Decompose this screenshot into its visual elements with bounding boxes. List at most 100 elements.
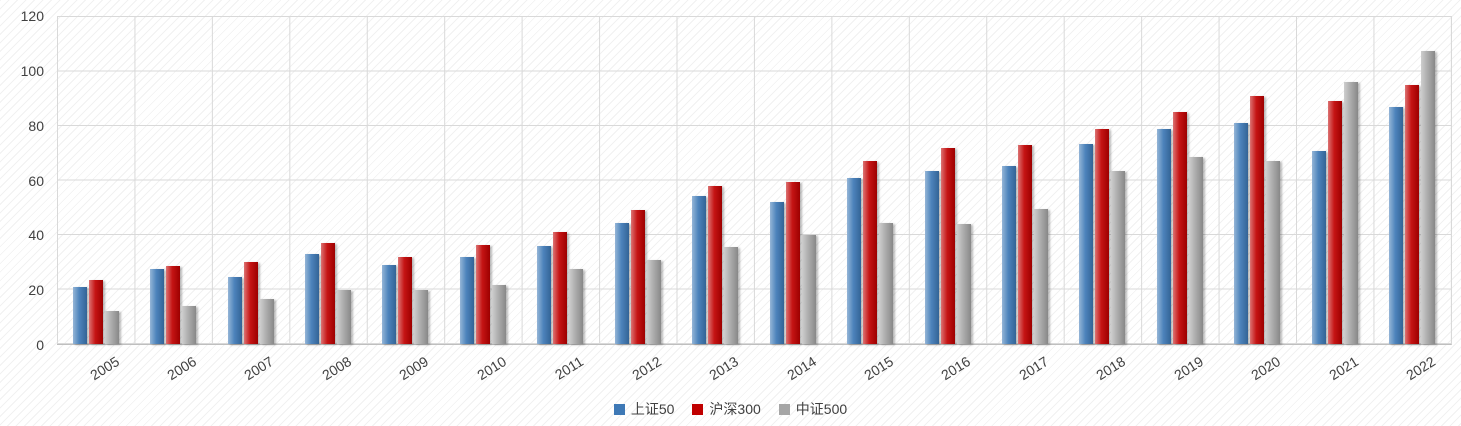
bar-series-0 — [614, 222, 629, 344]
legend-item-1: 沪深300 — [692, 399, 761, 419]
category-group: 2021 — [1296, 17, 1373, 383]
bar-series-0 — [847, 177, 862, 344]
bar-series-0 — [227, 277, 242, 344]
category-group: 2005 — [57, 17, 134, 383]
x-axis-label: 2008 — [319, 353, 354, 384]
category-group: 2014 — [754, 17, 831, 383]
legend-item-2: 中证500 — [778, 399, 848, 419]
x-axis-label: 2005 — [86, 353, 122, 384]
bar-series-2 — [956, 224, 971, 344]
category-group: 2012 — [599, 17, 676, 383]
bar-series-2 — [1188, 157, 1203, 344]
bar-series-1 — [630, 210, 645, 344]
bar-series-2 — [414, 289, 429, 344]
bar-series-0 — [537, 245, 552, 344]
category-group: 2010 — [444, 17, 521, 383]
category-group: 2019 — [1141, 17, 1218, 383]
bar-series-1 — [553, 232, 568, 344]
bar-series-2 — [1266, 161, 1281, 344]
bar-series-2 — [1421, 51, 1436, 344]
bar-series-2 — [259, 299, 274, 344]
bar-series-1 — [321, 243, 336, 344]
bar-series-2 — [646, 259, 661, 344]
x-axis-label: 2006 — [164, 353, 200, 384]
bar-series-1 — [166, 266, 181, 344]
y-axis-tick-label: 100 — [20, 62, 44, 79]
legend-item-0: 上证50 — [613, 399, 675, 419]
x-axis-label: 2010 — [473, 353, 509, 384]
bar-series-2 — [1343, 82, 1358, 344]
legend-swatch-icon — [692, 403, 704, 415]
bar-series-0 — [1311, 150, 1326, 344]
legend-swatch-icon — [613, 403, 625, 415]
legend-label: 沪深300 — [709, 401, 761, 417]
bar-series-1 — [1327, 101, 1342, 344]
legend-label: 中证500 — [795, 401, 848, 417]
y-axis-tick-label: 80 — [28, 117, 44, 134]
legend: 上证50 沪深300 中证500 — [0, 399, 1461, 419]
x-axis-label: 2019 — [1170, 353, 1206, 384]
bar-series-0 — [150, 269, 165, 344]
bar-series-0 — [459, 256, 474, 344]
y-axis-tick-label: 120 — [20, 8, 44, 24]
category-group: 2016 — [909, 17, 986, 383]
category-group: 2008 — [289, 17, 366, 383]
bar-series-0 — [924, 170, 939, 344]
bar-series-0 — [1156, 128, 1171, 344]
x-axis-label: 2015 — [861, 353, 897, 384]
bar-series-0 — [769, 202, 784, 344]
bar-series-1 — [1250, 96, 1265, 344]
y-axis-tick-label: 60 — [28, 172, 44, 189]
bar-series-1 — [398, 256, 413, 344]
x-axis-label: 2013 — [706, 353, 742, 384]
category-group: 2006 — [134, 17, 211, 383]
category-group: 2020 — [1219, 17, 1296, 383]
x-axis-label: 2011 — [552, 353, 587, 383]
x-axis-label: 2020 — [1248, 353, 1284, 384]
x-axis-label: 2014 — [783, 353, 819, 384]
bar-series-1 — [1405, 85, 1420, 344]
y-axis-tick-label: 20 — [28, 282, 44, 299]
bar-series-2 — [1033, 209, 1048, 344]
category-group: 2007 — [212, 17, 289, 383]
x-axis-label: 2007 — [241, 353, 277, 384]
x-axis-label: 2012 — [628, 353, 664, 384]
category-group: 2011 — [522, 17, 599, 383]
bar-series-0 — [382, 264, 397, 344]
y-axis: 0 20 40 60 80 100 120 — [0, 9, 50, 352]
category-group: 2017 — [986, 17, 1063, 383]
bar-series-0 — [692, 195, 707, 344]
x-axis-label: 2009 — [396, 353, 432, 384]
bar-series-1 — [88, 279, 103, 344]
bar-series-0 — [1001, 165, 1016, 344]
bar-series-1 — [1172, 112, 1187, 344]
bar-series-0 — [1079, 143, 1094, 344]
bar-series-2 — [724, 247, 739, 344]
bar-series-2 — [879, 222, 894, 344]
bar-series-0 — [1389, 106, 1404, 344]
y-axis-tick-label: 0 — [36, 337, 44, 353]
bar-series-1 — [785, 181, 800, 344]
category-group: 2013 — [677, 17, 754, 383]
x-axis-label: 2017 — [1016, 353, 1051, 384]
category-group: 2022 — [1373, 17, 1450, 383]
plot-area: 2005 2006 2007 2008 2009 2010 2011 2012 2013 2014… — [57, 16, 1452, 383]
legend-swatch-icon — [778, 403, 790, 415]
x-axis-label: 2022 — [1403, 353, 1439, 384]
bar-series-2 — [104, 311, 119, 344]
x-axis-label: 2018 — [1093, 353, 1129, 384]
legend-label: 上证50 — [630, 401, 675, 417]
bar-series-2 — [337, 289, 352, 344]
x-axis-label: 2016 — [938, 353, 974, 384]
bar-series-2 — [569, 269, 584, 344]
bar-series-2 — [491, 285, 506, 344]
bar-series-0 — [305, 254, 320, 344]
bar-series-1 — [243, 262, 258, 344]
bar-series-2 — [1111, 170, 1126, 344]
bar-series-1 — [1017, 145, 1032, 344]
bar-series-1 — [863, 161, 878, 344]
bar-series-2 — [182, 305, 197, 344]
x-axis-label: 2021 — [1325, 353, 1361, 384]
bar-series-1 — [475, 244, 490, 344]
